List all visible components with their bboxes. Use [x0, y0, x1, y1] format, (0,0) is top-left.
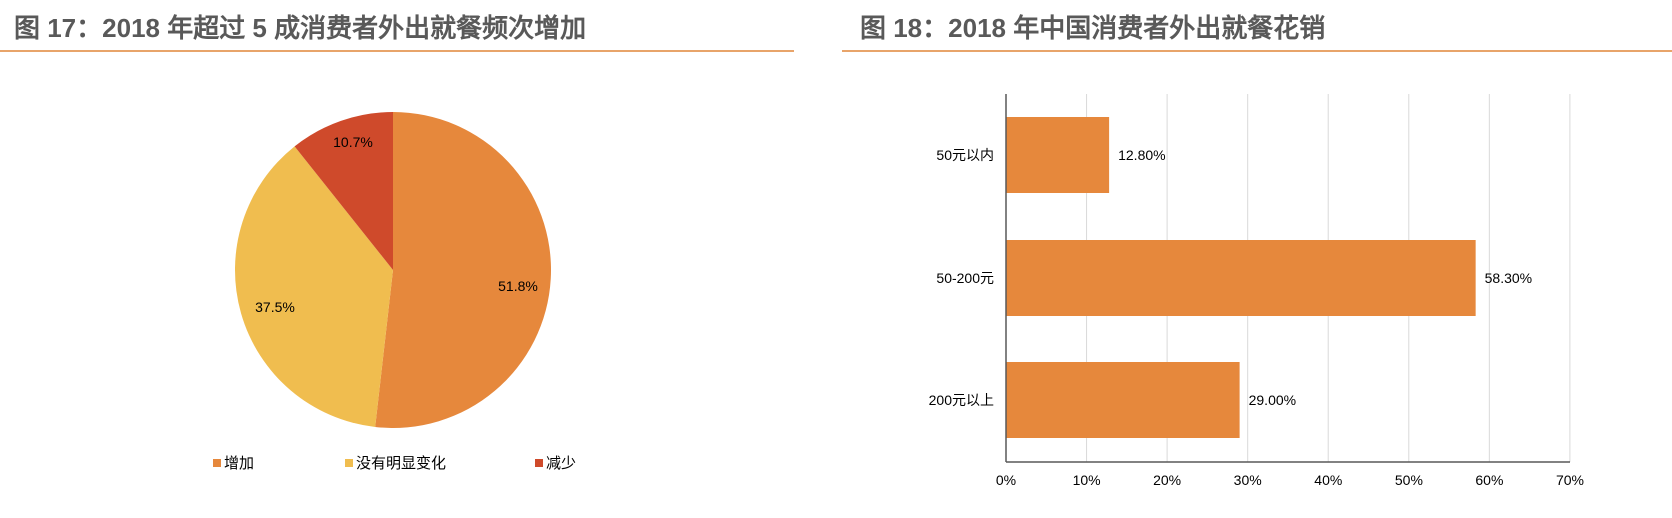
pie-slice-increase — [375, 112, 552, 428]
category-label: 50元以内 — [936, 147, 994, 163]
category-label: 200元以上 — [929, 392, 994, 408]
bar-series — [1006, 117, 1476, 438]
category-labels: 50元以内 50-200元 200元以上 — [929, 147, 994, 408]
legend-label: 没有明显变化 — [356, 455, 447, 472]
pie-label-decrease: 10.7% — [333, 134, 373, 150]
bar-chart: 50元以内 50-200元 200元以上 12.80% 58.30% 29.00… — [929, 94, 1584, 488]
pie-slices — [234, 112, 552, 428]
category-label: 50-200元 — [936, 270, 994, 286]
bar — [1006, 362, 1240, 438]
pie-legend-item-no-change: 没有明显变化 — [345, 452, 446, 473]
legend-swatch-icon — [535, 458, 543, 467]
pie-label-no-change: 37.5% — [255, 299, 295, 315]
figure17-title-rule — [0, 50, 794, 52]
figure17-title: 图 17：2018 年超过 5 成消费者外出就餐频次增加 — [14, 13, 587, 43]
x-tick-label: 40% — [1314, 472, 1342, 488]
x-tick-label: 50% — [1395, 472, 1423, 488]
legend-swatch-icon — [213, 458, 221, 467]
value-label: 29.00% — [1249, 392, 1296, 408]
figure18-title-rule — [842, 50, 1672, 52]
pie-chart: 51.8% 37.5% 10.7% — [234, 112, 552, 428]
x-tick-label: 60% — [1475, 472, 1503, 488]
pie-slice-decrease — [294, 112, 393, 270]
x-tick-label: 30% — [1234, 472, 1262, 488]
x-tick-label: 0% — [996, 472, 1016, 488]
pie-slice-no-change — [234, 146, 393, 427]
pie-legend-item-increase: 增加 — [213, 452, 254, 473]
legend-label: 增加 — [224, 455, 255, 472]
value-label: 12.80% — [1118, 147, 1165, 163]
x-tick-label: 20% — [1153, 472, 1181, 488]
bar — [1006, 240, 1476, 316]
bar — [1006, 117, 1110, 193]
legend-swatch-icon — [345, 458, 353, 467]
value-labels: 12.80% 58.30% 29.00% — [1118, 147, 1532, 408]
value-label: 58.30% — [1485, 270, 1532, 286]
x-tick-label: 10% — [1073, 472, 1101, 488]
figure18-title: 图 18：2018 年中国消费者外出就餐花销 — [860, 13, 1326, 43]
x-tick-label: 70% — [1556, 472, 1584, 488]
pie-legend-item-decrease: 减少 — [535, 452, 576, 473]
legend-label: 减少 — [546, 455, 577, 472]
x-tick-labels: 0% 10% 20% 30% 40% 50% 60% 70% — [996, 472, 1584, 488]
pie-label-increase: 51.8% — [498, 278, 538, 294]
